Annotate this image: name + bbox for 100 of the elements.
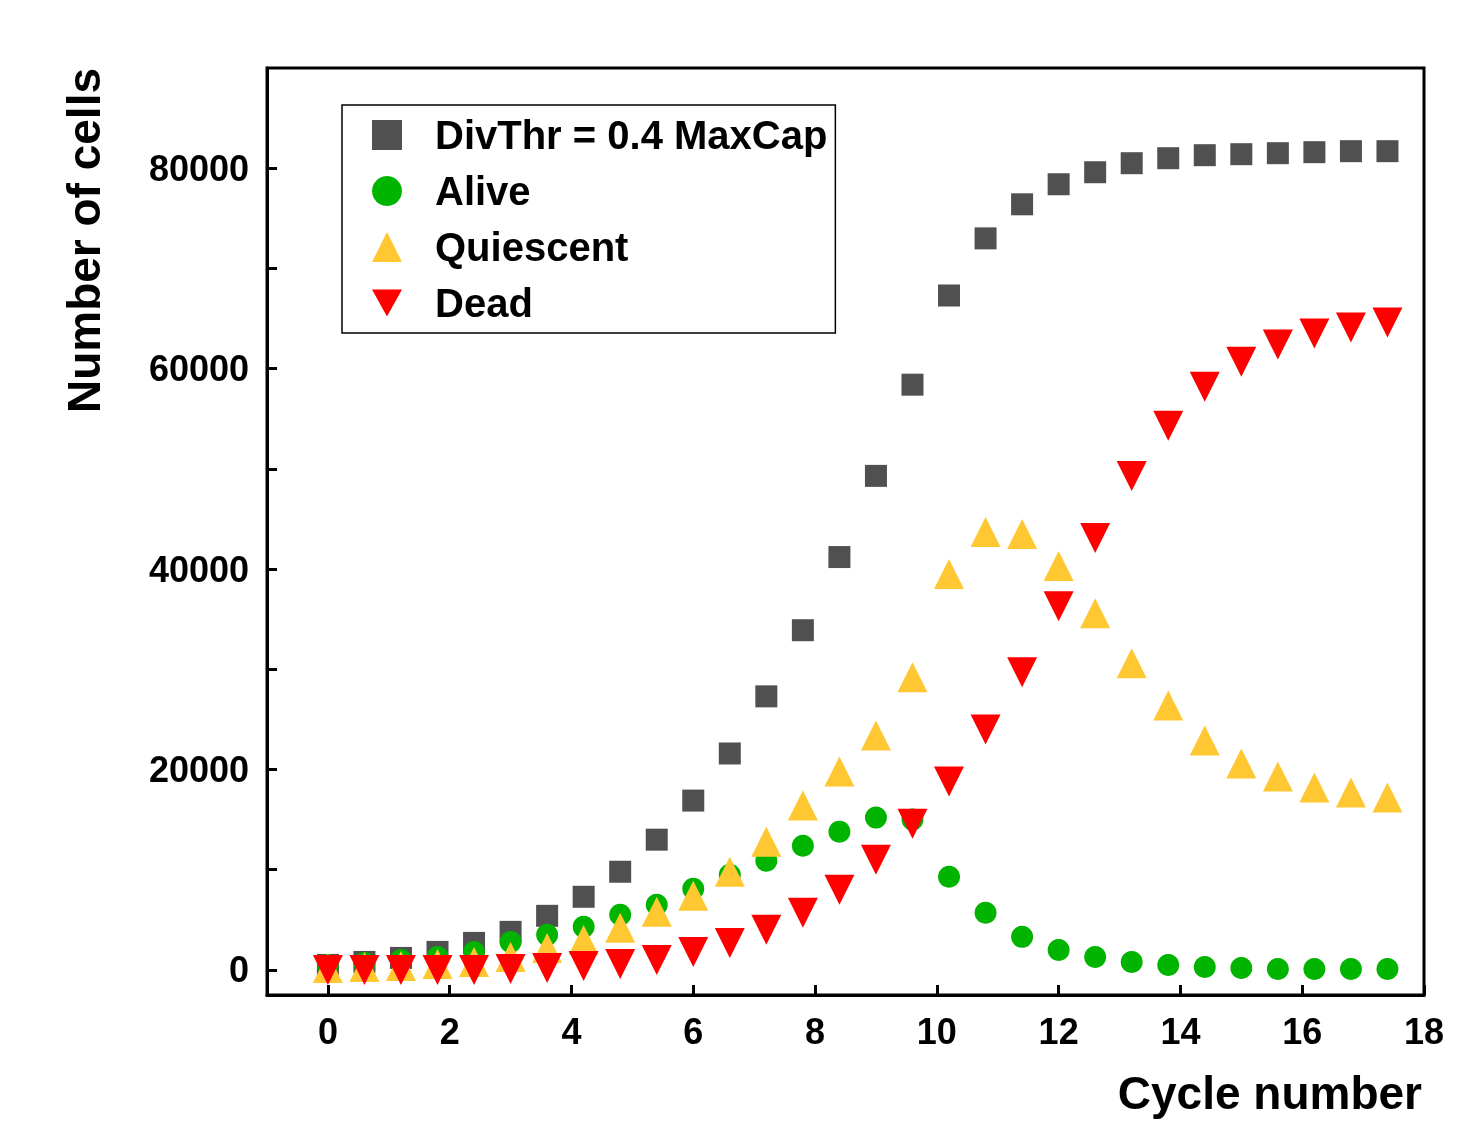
point: [1266, 957, 1289, 980]
point: [864, 464, 887, 487]
point: [1189, 725, 1220, 756]
point: [1116, 460, 1147, 491]
point: [938, 865, 961, 888]
point: [1303, 141, 1326, 164]
point: [1339, 957, 1362, 980]
x-tick-label: 12: [1038, 1010, 1079, 1052]
point: [1043, 591, 1074, 622]
point: [787, 897, 818, 928]
point: [718, 742, 741, 765]
point: [1230, 143, 1253, 166]
x-axis-title: Cycle number: [1117, 1067, 1423, 1119]
point: [1153, 410, 1184, 441]
point: [1230, 956, 1253, 979]
point: [938, 284, 961, 307]
point: [751, 826, 782, 857]
point: [1193, 955, 1216, 978]
point: [897, 662, 928, 693]
point: [824, 874, 855, 905]
point: [1372, 782, 1403, 813]
point: [641, 896, 672, 927]
point: [1120, 950, 1143, 973]
point: [1339, 140, 1362, 163]
x-tick-label: 0: [317, 1010, 338, 1052]
x-tick-label: 8: [805, 1010, 826, 1052]
point: [495, 953, 526, 984]
point: [1262, 761, 1293, 792]
point: [901, 373, 924, 396]
point: [572, 885, 595, 908]
point: [1116, 648, 1147, 679]
legend-label: Dead: [435, 281, 533, 325]
point: [1266, 142, 1289, 165]
point: [1226, 346, 1257, 377]
point: [828, 546, 851, 569]
point: [1080, 523, 1111, 554]
point: [1376, 957, 1399, 980]
y-tick-label: 20000: [148, 749, 249, 791]
point: [1189, 371, 1220, 402]
point: [678, 880, 709, 911]
point: [714, 856, 745, 887]
point: [1299, 318, 1330, 349]
point: [1007, 519, 1038, 550]
point: [897, 808, 928, 839]
point: [934, 559, 965, 590]
point: [974, 227, 997, 250]
x-tick-label: 16: [1282, 1010, 1323, 1052]
y-tick-label: 60000: [148, 348, 249, 390]
point: [1372, 307, 1403, 338]
point: [1120, 152, 1143, 175]
point: [755, 685, 778, 708]
point: [787, 790, 818, 821]
point: [974, 901, 997, 924]
x-tick-label: 18: [1403, 1010, 1445, 1052]
point: [645, 828, 668, 851]
point: [609, 860, 632, 883]
point: [1303, 957, 1326, 980]
point: [1262, 329, 1293, 360]
point: [791, 834, 814, 857]
x-tick-label: 10: [916, 1010, 957, 1052]
point: [641, 944, 672, 975]
point: [934, 766, 965, 797]
point: [714, 927, 745, 958]
point: [1047, 173, 1070, 196]
legend-label: DivThr = 0.4 MaxCap: [435, 113, 828, 157]
legend-label: Quiescent: [435, 225, 629, 269]
y-tick-label: 0: [228, 949, 249, 991]
x-tick-label: 4: [561, 1010, 582, 1052]
point: [1299, 772, 1330, 803]
x-tick-label: 6: [683, 1010, 704, 1052]
point: [422, 954, 453, 985]
point: [824, 756, 855, 787]
point: [1047, 938, 1070, 961]
point: [532, 952, 563, 983]
point: [970, 714, 1001, 745]
point: [864, 806, 887, 829]
point: [682, 789, 705, 812]
point: [860, 720, 891, 751]
point: [568, 950, 599, 981]
point: [1193, 144, 1216, 167]
x-tick-label: 2: [439, 1010, 460, 1052]
point: [1335, 312, 1366, 343]
point: [1157, 953, 1180, 976]
point: [459, 954, 490, 985]
y-tick-label: 80000: [148, 147, 249, 189]
point: [970, 517, 1001, 547]
point: [678, 936, 709, 967]
point: [1226, 748, 1257, 779]
point: [1084, 161, 1107, 184]
point: [1376, 140, 1399, 163]
point: [1080, 598, 1111, 629]
point: [751, 914, 782, 945]
point: [1157, 147, 1180, 170]
point: [1043, 551, 1074, 582]
point: [605, 948, 636, 979]
point: [1084, 945, 1107, 968]
point: [791, 619, 814, 642]
point: [1153, 690, 1184, 721]
x-tick-label: 14: [1160, 1010, 1201, 1052]
point: [605, 912, 636, 943]
